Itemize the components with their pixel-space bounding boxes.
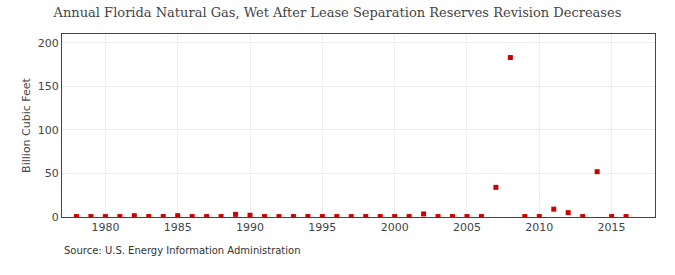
svg-text:1995: 1995 (308, 221, 336, 234)
svg-text:0: 0 (52, 211, 59, 224)
svg-text:2015: 2015 (598, 221, 626, 234)
svg-text:Annual Florida Natural Gas, We: Annual Florida Natural Gas, Wet After Le… (53, 5, 622, 20)
svg-text:1990: 1990 (236, 221, 264, 234)
svg-text:2005: 2005 (453, 221, 481, 234)
svg-text:2010: 2010 (525, 221, 553, 234)
svg-text:Source: U.S. Energy Informatio: Source: U.S. Energy Information Administ… (64, 245, 301, 256)
svg-text:200: 200 (38, 37, 59, 50)
svg-text:2000: 2000 (381, 221, 409, 234)
svg-text:150: 150 (38, 80, 59, 93)
svg-text:100: 100 (38, 124, 59, 137)
svg-text:1980: 1980 (91, 221, 119, 234)
svg-text:50: 50 (45, 167, 59, 180)
svg-text:Billion Cubic Feet: Billion Cubic Feet (20, 77, 33, 172)
svg-text:1985: 1985 (164, 221, 192, 234)
